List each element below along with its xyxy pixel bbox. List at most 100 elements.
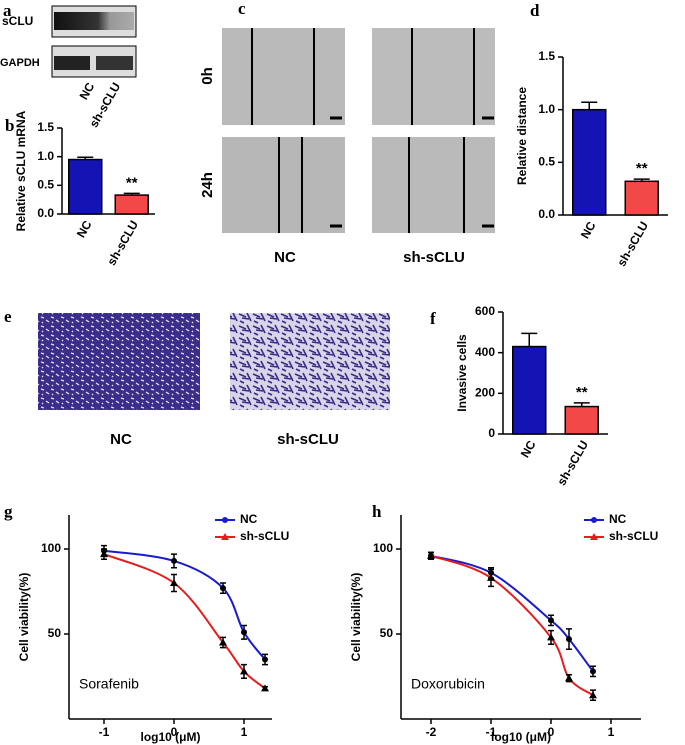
y-tick-label: 1.0: [37, 149, 54, 163]
x-tick-label: sh-sCLU: [614, 219, 651, 269]
data-point: [547, 633, 555, 641]
y-axis-label: Relative distance: [515, 87, 529, 185]
y-axis-label: Cell viability(%): [349, 573, 363, 662]
transwell-images: NC sh-sCLU: [38, 313, 390, 448]
data-point: [170, 579, 178, 586]
y-tick-label: 1.5: [538, 49, 555, 63]
x-tick-label: -1: [99, 725, 110, 739]
bar: [68, 158, 103, 215]
data-point: [427, 551, 435, 559]
data-point: [219, 638, 227, 646]
fit-curve: [103, 553, 266, 690]
y-tick-label: 1.5: [37, 120, 54, 134]
panel-letter: a: [3, 1, 12, 20]
bar: [114, 194, 149, 215]
x-axis-label: log10 (μM): [491, 730, 551, 744]
y-tick-label: 50: [380, 626, 394, 640]
blot-row-label: sCLU: [2, 14, 33, 28]
panel-letter: h: [372, 502, 382, 521]
blot: sCLU GAPDH NC sh-sCLU: [0, 5, 137, 130]
x-tick-label: sh-sCLU: [554, 438, 591, 488]
y-tick-label: 0.0: [37, 206, 54, 220]
x-tick-label: NC: [518, 438, 539, 460]
blot-band: [54, 12, 134, 30]
data-point: [241, 629, 247, 636]
panel-letter: d: [530, 1, 540, 20]
data-point: [590, 668, 596, 675]
y-axis-label: Invasive cells: [455, 334, 469, 412]
y-tick-label: 400: [475, 345, 495, 359]
scratch-edge: [251, 28, 475, 233]
x-axis-label: log10 (μM): [140, 730, 200, 744]
panel-letter: f: [430, 309, 436, 328]
y-tick-label: 0.5: [37, 178, 54, 192]
scratch-row-label: 24h: [199, 172, 216, 198]
data-point: [548, 617, 554, 624]
y-tick-label: 200: [475, 386, 495, 400]
x-tick-label: -1: [486, 725, 497, 739]
fit-curve: [103, 549, 266, 661]
data-point: [565, 674, 573, 682]
blot-band: [54, 56, 90, 70]
bar: [512, 345, 547, 435]
y-tick-label: 0: [488, 426, 495, 440]
transwell-label: NC: [110, 431, 132, 448]
fit-curve: [430, 554, 594, 672]
legend-label: NC: [609, 512, 627, 526]
drug-label: Sorafenib: [79, 676, 139, 692]
scratch-row-label: 0h: [199, 67, 216, 85]
data-point: [262, 656, 268, 663]
y-tick-label: 0.0: [538, 207, 555, 221]
data-point: [100, 550, 108, 558]
x-tick-label: 0: [171, 725, 178, 739]
significance: **: [126, 174, 138, 191]
legend-marker: [221, 533, 229, 540]
blot-row-label: GAPDH: [0, 57, 40, 69]
scratch-image: [222, 28, 345, 125]
data-point: [261, 684, 269, 692]
blot-lane-label: NC: [77, 80, 98, 102]
x-tick-label: -2: [426, 725, 437, 739]
bar: [624, 180, 659, 216]
data-point: [566, 636, 572, 643]
scratch-images: 0h 24h NC sh-sCLU: [199, 28, 495, 266]
data-point: [487, 573, 495, 581]
significance: **: [576, 384, 588, 401]
data-point: [171, 557, 177, 564]
panel-letter: e: [4, 307, 12, 326]
legend-marker: [590, 533, 598, 540]
panel-letter: c: [238, 0, 246, 18]
bar: [564, 405, 599, 435]
legend-label: sh-sCLU: [609, 529, 658, 543]
x-tick-label: NC: [578, 219, 599, 241]
legend-marker: [222, 517, 228, 523]
transwell-image: [230, 313, 390, 410]
scratch-image: [372, 28, 495, 125]
legend-marker: [591, 517, 597, 523]
data-point: [589, 691, 597, 699]
x-tick-label: 1: [241, 725, 248, 739]
y-axis-label: Relative sCLU mRNA: [14, 110, 28, 231]
y-tick-label: 100: [373, 541, 393, 555]
y-axis-label: Cell viability(%): [17, 573, 31, 662]
scratch-column-label: sh-sCLU: [403, 249, 465, 266]
data-point: [240, 667, 248, 675]
data-point: [220, 585, 226, 592]
fit-curve: [430, 554, 594, 697]
y-tick-label: 600: [475, 304, 495, 318]
y-tick-label: 50: [48, 626, 62, 640]
significance: **: [636, 160, 648, 177]
scale-bar: [330, 116, 494, 228]
x-tick-label: NC: [74, 218, 95, 240]
blot-band: [96, 56, 133, 70]
bar: [572, 108, 607, 216]
x-tick-label: sh-sCLU: [104, 218, 141, 268]
legend-label: sh-sCLU: [240, 529, 289, 543]
y-tick-label: 0.5: [538, 155, 555, 169]
legend-label: NC: [240, 512, 258, 526]
transwell-label: sh-sCLU: [277, 431, 339, 448]
y-tick-label: 1.0: [538, 102, 555, 116]
y-tick-label: 100: [41, 541, 61, 555]
scratch-image: [372, 137, 495, 233]
